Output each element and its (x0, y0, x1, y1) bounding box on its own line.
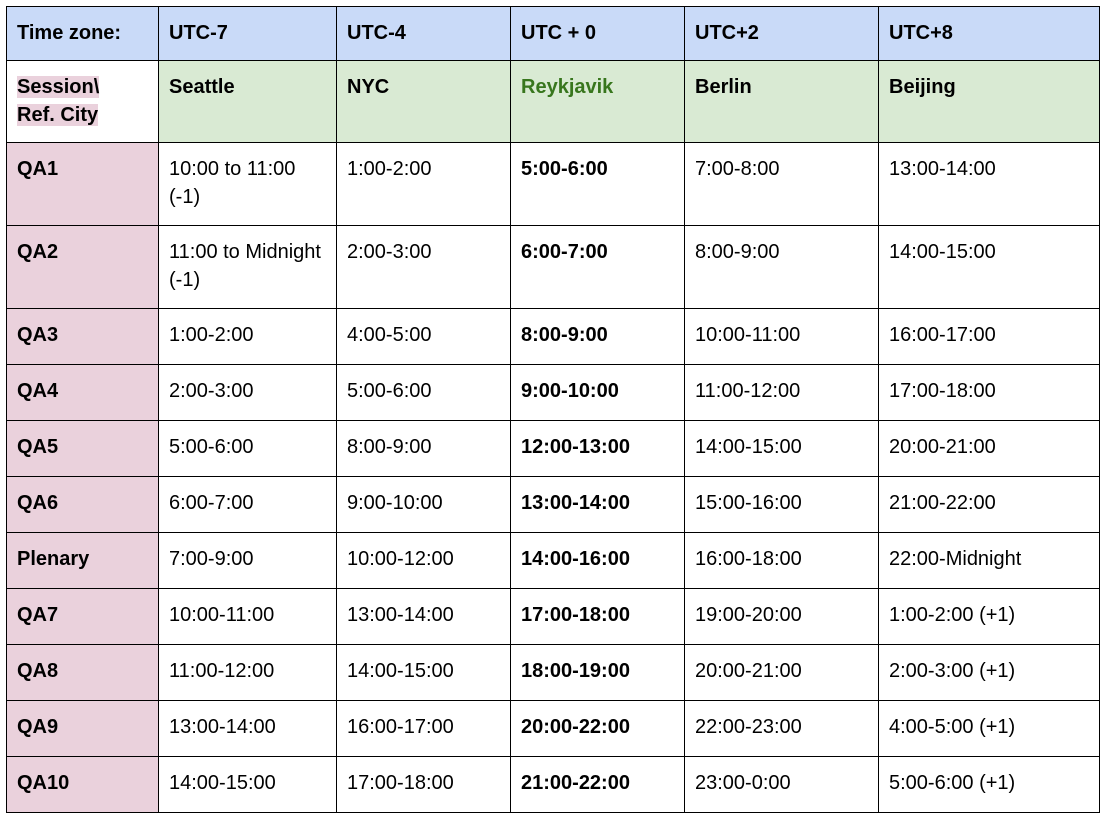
session-time-cell: 13:00-14:00 (158, 700, 337, 757)
zone-utc+2: UTC+2 (684, 6, 879, 61)
session-time-cell: 11:00-12:00 (684, 364, 879, 421)
ref-city-label: Ref. City (17, 104, 99, 126)
session-time-cell: 5:00-6:00 (336, 364, 511, 421)
session-time-cell: 1:00-2:00 (336, 142, 511, 226)
session-name: QA2 (6, 225, 159, 309)
session-time-cell: 10:00-11:00 (158, 588, 337, 645)
session-time-cell: 10:00-12:00 (336, 532, 511, 589)
session-name: QA7 (6, 588, 159, 645)
table-row: QA7 10:00-11:00 13:00-14:00 17:00-18:00 19:0… (6, 588, 1100, 645)
session-name: Plenary (6, 532, 159, 589)
table-row: Plenary 7:00-9:00 10:00-12:00 14:00-16:00 16… (6, 532, 1100, 589)
session-label: Session\ (17, 76, 100, 98)
session-time-cell: 6:00-7:00 (158, 476, 337, 533)
table-row: QA8 11:00-12:00 14:00-15:00 18:00-19:00 20:0… (6, 644, 1100, 701)
session-name: QA6 (6, 476, 159, 533)
session-time-cell: 17:00-18:00 (878, 364, 1100, 421)
session-time-cell: 2:00-3:00 (158, 364, 337, 421)
session-time-cell: 21:00-22:00 (878, 476, 1100, 533)
session-time-cell: 2:00-3:00 (336, 225, 511, 309)
table-row: QA3 1:00-2:00 4:00-5:00 8:00-9:00 10:00-11:0… (6, 308, 1100, 365)
session-name: QA8 (6, 644, 159, 701)
session-time-cell: 1:00-2:00 (+1) (878, 588, 1100, 645)
session-time-cell: 8:00-9:00 (684, 225, 879, 309)
session-time-cell: 7:00-8:00 (684, 142, 879, 226)
table-row: QA10 14:00-15:00 17:00-18:00 21:00-22:00 23:… (6, 756, 1100, 813)
table-row: QA5 5:00-6:00 8:00-9:00 12:00-13:00 14:00-15… (6, 420, 1100, 477)
session-time-cell: 9:00-10:00 (510, 364, 685, 421)
timezone-table: Time zone: UTC-7 UTC-4 UTC + 0 UTC+2 UTC… (6, 6, 1100, 813)
session-time-cell: 4:00-5:00 (+1) (878, 700, 1100, 757)
zone-utc+8: UTC+8 (878, 6, 1100, 61)
session-time-cell: 14:00-15:00 (878, 225, 1100, 309)
zone-utc-0: UTC + 0 (510, 6, 685, 61)
session-time-cell: 14:00-15:00 (336, 644, 511, 701)
session-time-cell: 18:00-19:00 (510, 644, 685, 701)
session-time-cell: 5:00-6:00 (+1) (878, 756, 1100, 813)
session-time-cell: 13:00-14:00 (510, 476, 685, 533)
session-time-cell: 23:00-0:00 (684, 756, 879, 813)
session-time-cell: 21:00-22:00 (510, 756, 685, 813)
city-beijing: Beijing (878, 60, 1100, 143)
session-time-cell: 9:00-10:00 (336, 476, 511, 533)
session-time-cell: 13:00-14:00 (336, 588, 511, 645)
session-time-cell: 22:00-Midnight (878, 532, 1100, 589)
session-name: QA9 (6, 700, 159, 757)
session-time-cell: 17:00-18:00 (336, 756, 511, 813)
session-time-cell: 8:00-9:00 (510, 308, 685, 365)
table-row: QA6 6:00-7:00 9:00-10:00 13:00-14:00 15:00-1… (6, 476, 1100, 533)
timezone-label: Time zone: (6, 6, 159, 61)
city-seattle: Seattle (158, 60, 337, 143)
zone-utc-4: UTC-4 (336, 6, 511, 61)
session-time-cell: 2:00-3:00 (+1) (878, 644, 1100, 701)
table-body: Time zone: UTC-7 UTC-4 UTC + 0 UTC+2 UTC… (6, 6, 1100, 813)
session-name: QA5 (6, 420, 159, 477)
session-time-cell: 20:00-22:00 (510, 700, 685, 757)
session-time-cell: 14:00-15:00 (158, 756, 337, 813)
session-time-cell: 20:00-21:00 (878, 420, 1100, 477)
city-berlin: Berlin (684, 60, 879, 143)
header-row: Time zone: UTC-7 UTC-4 UTC + 0 UTC+2 UTC… (6, 6, 1100, 61)
session-time-cell: 19:00-20:00 (684, 588, 879, 645)
session-name: QA3 (6, 308, 159, 365)
session-time-cell: 5:00-6:00 (158, 420, 337, 477)
session-time-cell: 16:00-18:00 (684, 532, 879, 589)
session-time-cell: 20:00-21:00 (684, 644, 879, 701)
table-row: QA1 10:00 to 11:00 (-1) 1:00-2:00 5:00-6:00… (6, 142, 1100, 226)
session-name: QA4 (6, 364, 159, 421)
city-row: Session\ Ref. City Seattle NYC Reykjavik … (6, 60, 1100, 143)
table-row: QA9 13:00-14:00 16:00-17:00 20:00-22:00 22:0… (6, 700, 1100, 757)
session-time-cell: 11:00 to Midnight (-1) (158, 225, 337, 309)
city-nyc: NYC (336, 60, 511, 143)
city-reykjavik: Reykjavik (510, 60, 685, 143)
zone-utc-7: UTC-7 (158, 6, 337, 61)
session-time-cell: 6:00-7:00 (510, 225, 685, 309)
session-time-cell: 10:00-11:00 (684, 308, 879, 365)
session-time-cell: 15:00-16:00 (684, 476, 879, 533)
session-time-cell: 14:00-15:00 (684, 420, 879, 477)
table-row: QA4 2:00-3:00 5:00-6:00 9:00-10:00 11:00-12:… (6, 364, 1100, 421)
session-time-cell: 16:00-17:00 (878, 308, 1100, 365)
session-time-cell: 10:00 to 11:00 (-1) (158, 142, 337, 226)
session-time-cell: 8:00-9:00 (336, 420, 511, 477)
session-name: QA10 (6, 756, 159, 813)
session-city-label: Session\ Ref. City (6, 60, 159, 143)
session-time-cell: 12:00-13:00 (510, 420, 685, 477)
session-time-cell: 7:00-9:00 (158, 532, 337, 589)
session-time-cell: 22:00-23:00 (684, 700, 879, 757)
session-time-cell: 16:00-17:00 (336, 700, 511, 757)
session-time-cell: 1:00-2:00 (158, 308, 337, 365)
session-name: QA1 (6, 142, 159, 226)
session-time-cell: 4:00-5:00 (336, 308, 511, 365)
session-time-cell: 13:00-14:00 (878, 142, 1100, 226)
session-time-cell: 17:00-18:00 (510, 588, 685, 645)
session-time-cell: 11:00-12:00 (158, 644, 337, 701)
session-time-cell: 14:00-16:00 (510, 532, 685, 589)
table-row: QA2 11:00 to Midnight (-1) 2:00-3:00 6:00-7… (6, 225, 1100, 309)
session-time-cell: 5:00-6:00 (510, 142, 685, 226)
